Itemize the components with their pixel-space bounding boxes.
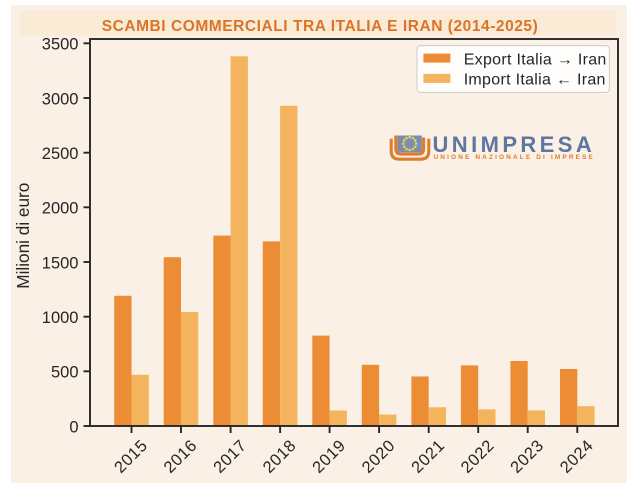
svg-text:3000: 3000: [42, 90, 79, 108]
svg-text:2000: 2000: [42, 200, 79, 218]
svg-text:Milioni di euro: Milioni di euro: [13, 183, 33, 289]
svg-text:Export Italia → Iran: Export Italia → Iran: [464, 51, 607, 68]
svg-text:1000: 1000: [42, 309, 79, 327]
svg-text:3500: 3500: [42, 36, 79, 54]
svg-text:2500: 2500: [42, 145, 79, 163]
svg-text:Import Italia ← Iran: Import Italia ← Iran: [464, 71, 606, 88]
svg-text:1500: 1500: [42, 254, 79, 272]
svg-text:500: 500: [51, 364, 79, 382]
svg-text:UNIMPRESA: UNIMPRESA: [433, 132, 596, 157]
svg-text:0: 0: [69, 418, 78, 436]
svg-text:SCAMBI COMMERCIALI TRA ITALIA: SCAMBI COMMERCIALI TRA ITALIA E IRAN (20…: [102, 18, 539, 35]
svg-text:UNIONE NAZIONALE DI IMPRESE: UNIONE NAZIONALE DI IMPRESE: [434, 154, 595, 161]
